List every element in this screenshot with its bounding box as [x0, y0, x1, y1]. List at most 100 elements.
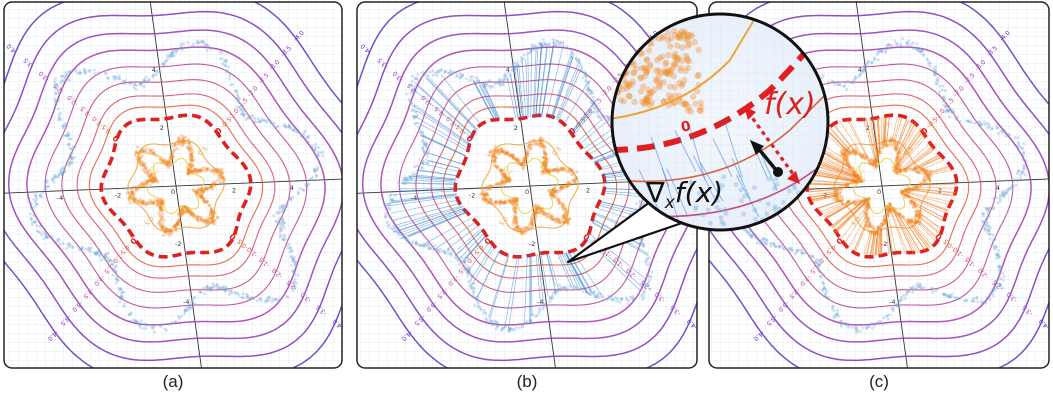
- inner-sample-point: [130, 195, 134, 199]
- inner-sample-point: [194, 171, 199, 175]
- outer-sample-point: [497, 80, 501, 84]
- outer-sample-point: [928, 61, 932, 65]
- inner-sample-point: [909, 167, 913, 171]
- inner-sample-point: [847, 162, 851, 166]
- outer-sample-point: [98, 254, 102, 258]
- outer-sample-point: [428, 70, 432, 74]
- inner-sample-point: [853, 152, 858, 156]
- outer-sample-point: [994, 252, 998, 256]
- inner-sample-point: [158, 203, 162, 208]
- inner-sample-point: [567, 181, 572, 185]
- inner-sample-point: [177, 219, 181, 223]
- outer-sample-point: [405, 176, 409, 180]
- inner-sample-point: [875, 157, 880, 161]
- outer-sample-point: [607, 294, 611, 298]
- outer-sample-point: [984, 296, 988, 300]
- x-tick-label: 4: [996, 184, 1000, 192]
- inner-sample-point: [926, 169, 930, 173]
- outer-sample-point: [847, 324, 851, 328]
- outer-sample-point: [66, 133, 70, 137]
- inner-sample-point: [516, 160, 520, 164]
- outer-sample-point: [983, 299, 987, 303]
- inner-sample-point: [199, 190, 203, 194]
- inner-sample-point: [540, 144, 545, 148]
- inner-sample-point: [494, 182, 498, 187]
- outer-sample-point: [516, 60, 520, 64]
- inner-sample-point: [917, 170, 921, 175]
- outer-sample-point: [224, 59, 228, 63]
- inner-sample-point: [125, 191, 129, 195]
- outer-sample-point: [466, 273, 470, 277]
- inner-sample-point: [519, 227, 523, 232]
- outer-sample-point: [391, 219, 395, 223]
- outer-sample-point: [60, 167, 64, 171]
- outer-sample-point: [159, 323, 163, 327]
- inner-sample-point: [511, 219, 516, 223]
- outer-sample-point: [437, 69, 441, 73]
- outer-sample-point: [587, 89, 591, 93]
- outer-sample-point: [206, 44, 210, 48]
- outer-sample-point: [996, 265, 1000, 269]
- outer-sample-point: [624, 296, 628, 300]
- outer-sample-point: [769, 244, 773, 248]
- outer-sample-point: [50, 235, 54, 239]
- outer-sample-point: [63, 74, 67, 78]
- inner-sample-point: [917, 214, 921, 218]
- inner-sample-point: [164, 227, 168, 232]
- inner-sample-point: [550, 168, 554, 172]
- outer-sample-point: [128, 312, 132, 316]
- inner-sample-point: [915, 214, 920, 218]
- outer-sample-point: [847, 325, 851, 329]
- outer-sample-point: [268, 120, 272, 124]
- outer-sample-point: [419, 131, 423, 135]
- inner-sample-point: [515, 156, 519, 160]
- inner-sample-point: [485, 197, 489, 201]
- outer-sample-point: [411, 108, 415, 112]
- outer-sample-point: [998, 267, 1002, 271]
- outer-sample-point: [598, 295, 602, 299]
- outer-sample-point: [388, 194, 392, 198]
- outer-sample-point: [159, 324, 163, 328]
- outer-sample-point: [62, 170, 66, 174]
- inner-sample-point: [561, 213, 566, 218]
- outer-sample-point: [203, 45, 207, 49]
- outer-sample-point: [82, 71, 86, 75]
- outer-sample-point: [535, 45, 539, 49]
- outer-sample-point: [35, 224, 39, 228]
- contour-label: 0: [465, 133, 476, 144]
- inner-sample-point: [926, 175, 930, 180]
- inner-sample-point: [189, 210, 193, 214]
- contour-line: [88, 104, 264, 268]
- inner-sample-point: [141, 199, 145, 204]
- outer-sample-point: [43, 232, 47, 236]
- inner-sample-point: [181, 205, 185, 209]
- inner-sample-point: [565, 219, 569, 224]
- inner-sample-point: [490, 185, 494, 189]
- inner-sample-point: [191, 171, 195, 175]
- outer-sample-point: [30, 222, 34, 226]
- inner-sample-point: [498, 202, 502, 206]
- contour-line: [4, 10, 342, 362]
- inner-sample-point: [183, 205, 187, 210]
- outer-sample-point: [33, 193, 37, 197]
- outer-sample-point: [97, 248, 101, 252]
- outer-sample-point: [446, 71, 450, 75]
- inner-sample-point: [530, 220, 534, 224]
- inner-sample-point: [913, 220, 917, 225]
- outer-sample-point: [258, 120, 262, 124]
- outer-sample-point: [172, 48, 176, 52]
- inner-sample-point: [569, 167, 573, 171]
- inner-sample-point: [550, 194, 554, 198]
- outer-sample-point: [63, 78, 67, 82]
- outer-sample-point: [405, 92, 409, 96]
- inner-sample-point: [173, 224, 177, 229]
- inner-sample-point: [677, 67, 684, 74]
- outer-sample-point: [890, 44, 894, 48]
- inner-sample-point: [188, 153, 192, 157]
- inner-sample-point: [218, 168, 222, 172]
- origin-label: 0: [525, 188, 529, 196]
- outer-sample-point: [36, 230, 40, 234]
- inner-sample-point: [508, 180, 512, 184]
- outer-sample-point: [211, 285, 215, 289]
- inner-sample-point: [514, 206, 518, 210]
